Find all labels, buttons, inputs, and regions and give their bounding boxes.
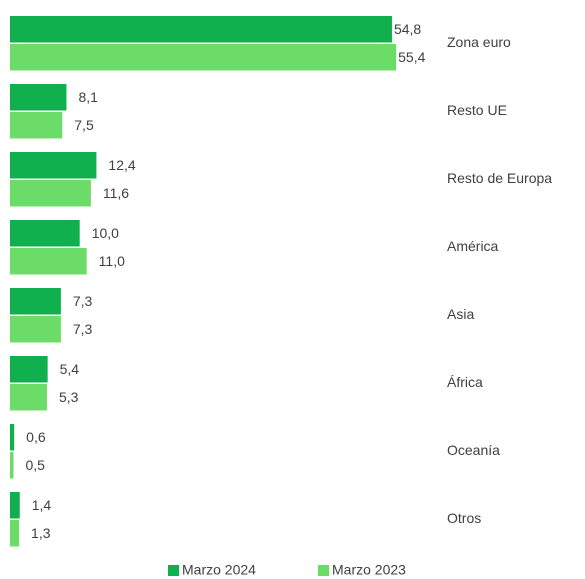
value-label: 7,3 [73,293,93,309]
bar [10,520,20,547]
category-label: Resto UE [447,102,507,118]
category-label: África [447,374,483,390]
category-label: Oceanía [447,442,500,458]
bar [10,44,397,71]
value-label: 7,3 [73,321,93,337]
bar [10,16,392,43]
value-label: 5,4 [60,361,80,377]
value-label: 54,8 [394,21,421,37]
value-label: 0,5 [25,457,45,473]
value-label: 1,3 [31,525,51,541]
bar [10,384,47,411]
value-label: 55,4 [398,49,425,65]
bar [10,112,63,139]
value-label: 0,6 [26,429,46,445]
bar [10,180,91,207]
bar [10,288,61,315]
value-label: 11,6 [103,185,129,201]
legend-label: Marzo 2023 [332,562,406,578]
category-label: Asia [447,306,474,322]
value-label: 11,0 [99,253,125,269]
category-label: Otros [447,510,481,526]
bar [10,492,20,519]
legend-label: Marzo 2024 [182,562,256,578]
bar [10,316,61,343]
bar [10,220,80,247]
legend-swatch [318,565,329,576]
bar [10,452,14,479]
value-label: 12,4 [108,157,135,173]
legend-swatch [168,565,179,576]
value-label: 5,3 [59,389,79,405]
value-label: 8,1 [78,89,98,105]
bar [10,84,67,111]
category-label: Resto de Europa [447,170,552,186]
value-label: 1,4 [32,497,52,513]
category-label: América [447,238,499,254]
bar [10,152,97,179]
bar [10,248,87,275]
category-label: Zona euro [447,34,511,50]
bar [10,424,15,451]
value-label: 10,0 [92,225,119,241]
value-label: 7,5 [74,117,94,133]
bar [10,356,48,383]
